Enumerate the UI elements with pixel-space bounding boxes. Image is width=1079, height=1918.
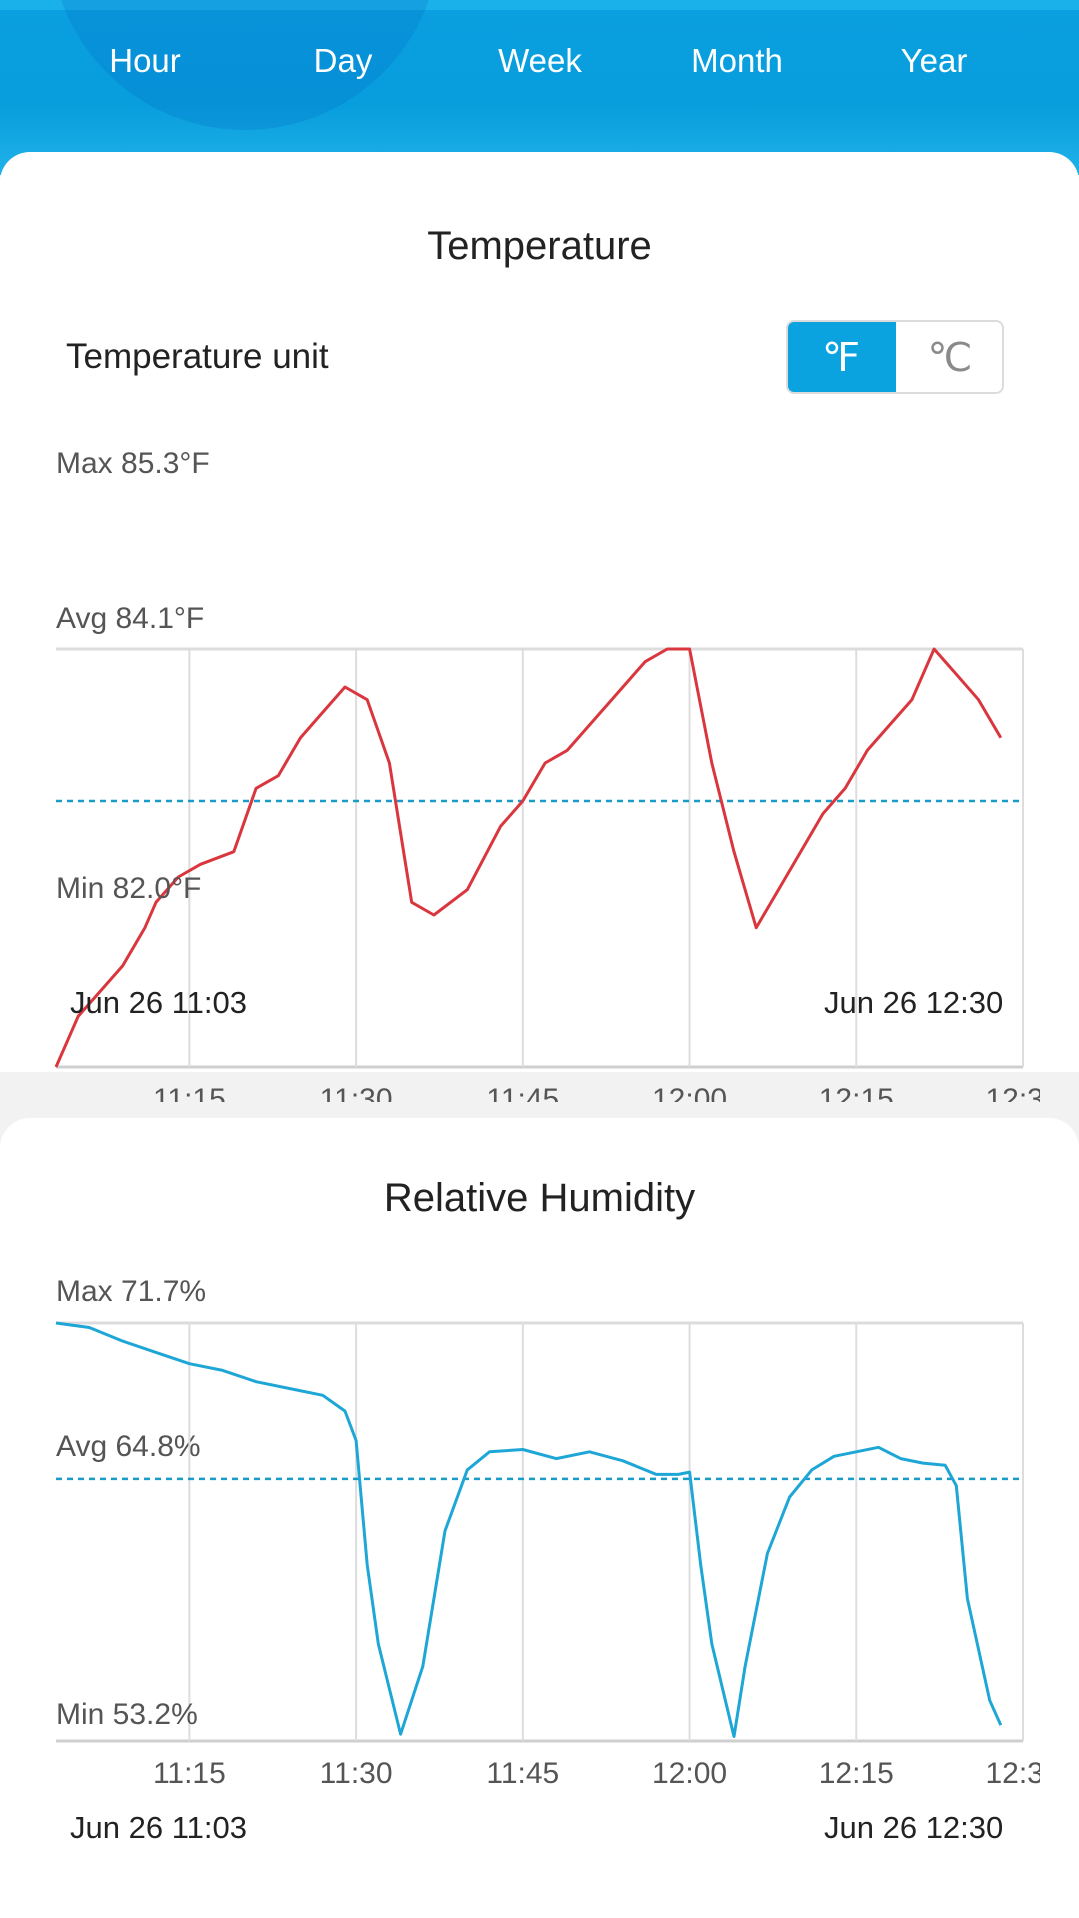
temperature-x-tick-label: 12:15 (819, 1083, 894, 1102)
humidity-title: Relative Humidity (383, 1176, 696, 1220)
humidity-series-line (55, 1321, 1003, 1738)
humidity-chart: 11:15 11:30 11:45 12:00 12:15 12:30 (55, 1321, 1060, 1790)
temperature-x-tick-label: 11:30 (320, 1083, 393, 1102)
header-bar: Hour Day Week Month Year (0, 0, 1079, 175)
tab-month[interactable]: Month (691, 42, 783, 79)
humidity-x-tick-label: 12:30 (985, 1757, 1060, 1790)
temperature-max-label: Max 85.3°F (56, 447, 210, 480)
celsius-option[interactable]: ℃ (927, 336, 973, 380)
humidity-min-label: Min 53.2% (56, 1698, 198, 1731)
temperature-x-tick-label: 12:30 (985, 1083, 1060, 1102)
humidity-x-tick-label: 11:30 (320, 1757, 393, 1790)
temperature-x-tick-label: 11:15 (153, 1083, 226, 1102)
humidity-avg-label: Avg 64.8% (56, 1430, 201, 1463)
humidity-plot-area: 11:15 11:30 11:45 12:00 12:15 12:30 (55, 1321, 1060, 1790)
temperature-series-line (54, 647, 1003, 1068)
temperature-chart: 11:15 11:30 11:45 12:00 12:15 12:30 (54, 647, 1060, 1102)
humidity-x-tick-label: 11:15 (153, 1757, 226, 1790)
tab-year[interactable]: Year (900, 42, 968, 79)
humidity-x-tick-label: 12:00 (652, 1757, 727, 1790)
temperature-unit-toggle: ℉ ℃ (786, 320, 1004, 394)
temperature-start-date: Jun 26 11:03 (70, 985, 247, 1020)
humidity-end-date: Jun 26 12:30 (824, 1810, 1004, 1845)
tab-hour[interactable]: Hour (109, 42, 181, 79)
humidity-card: Relative Humidity Max 71.7% Avg 64.8% 11… (0, 1118, 1079, 1918)
temperature-x-tick-label: 12:00 (652, 1083, 727, 1102)
humidity-x-tick-label: 11:45 (486, 1757, 559, 1790)
period-tabs: Hour Day Week Month Year (0, 0, 1079, 140)
humidity-start-date: Jun 26 11:03 (70, 1810, 247, 1845)
temperature-title: Temperature (427, 224, 652, 268)
temperature-card: Temperature Temperature unit ℉ ℃ Max 85.… (0, 152, 1079, 1102)
temperature-x-tick-label: 11:45 (486, 1083, 559, 1102)
temperature-unit-label: Temperature unit (66, 337, 329, 376)
header-top-stripe (0, 0, 1079, 10)
temperature-avg-label: Avg 84.1°F (56, 602, 205, 635)
humidity-max-label: Max 71.7% (56, 1275, 207, 1308)
humidity-x-tick-label: 12:15 (819, 1757, 894, 1790)
tab-day[interactable]: Day (313, 42, 373, 79)
temperature-plot-area: 11:15 11:30 11:45 12:00 12:15 12:30 (54, 647, 1060, 1102)
temperature-end-date: Jun 26 12:30 (824, 985, 1004, 1020)
tab-week[interactable]: Week (498, 42, 582, 79)
fahrenheit-option[interactable]: ℉ (788, 322, 896, 392)
temperature-min-label: Min 82.0°F (56, 872, 202, 905)
